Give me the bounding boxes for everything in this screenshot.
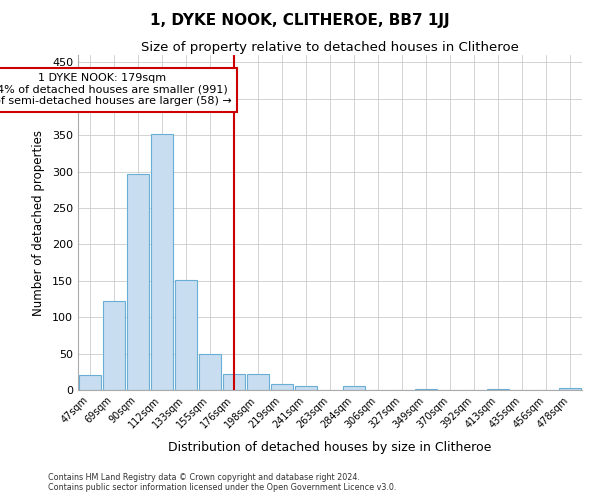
Bar (151, 134, 173, 390)
Bar (271, 384, 293, 390)
Bar (247, 374, 269, 390)
Text: Contains HM Land Registry data © Crown copyright and database right 2024.
Contai: Contains HM Land Registry data © Crown c… (48, 473, 397, 492)
Bar (79, 376, 101, 390)
Title: Size of property relative to detached houses in Clitheroe: Size of property relative to detached ho… (141, 41, 519, 54)
Bar (295, 386, 317, 390)
Bar (559, 388, 581, 390)
Bar (103, 301, 125, 390)
Text: 1 DYKE NOOK: 179sqm
← 94% of detached houses are smaller (991)
6% of semi-detach: 1 DYKE NOOK: 179sqm ← 94% of detached ho… (0, 73, 232, 106)
X-axis label: Distribution of detached houses by size in Clitheroe: Distribution of detached houses by size … (169, 441, 491, 454)
Bar (175, 280, 197, 390)
Bar (127, 174, 149, 390)
Y-axis label: Number of detached properties: Number of detached properties (32, 130, 45, 316)
Bar (199, 354, 221, 390)
Text: 1, DYKE NOOK, CLITHEROE, BB7 1JJ: 1, DYKE NOOK, CLITHEROE, BB7 1JJ (150, 12, 450, 28)
Bar (343, 386, 365, 390)
Bar (415, 388, 437, 390)
Bar (223, 374, 245, 390)
